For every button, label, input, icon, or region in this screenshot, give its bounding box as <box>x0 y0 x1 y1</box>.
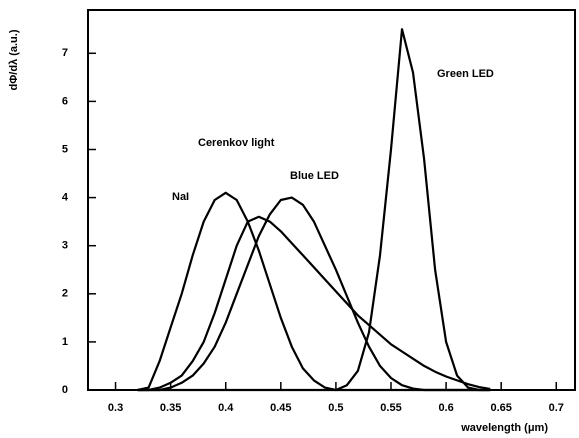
data-line <box>137 196 491 392</box>
y-tick-label: 2 <box>62 288 68 300</box>
x-tick-label: 0.35 <box>160 402 181 414</box>
x-tick-label: 0.55 <box>380 402 401 414</box>
y-axis-label: dΦ/dλ (a.u.) <box>8 29 20 90</box>
series-label: Cerenkov light <box>198 137 275 149</box>
x-tick-label: 0.4 <box>218 402 234 414</box>
series-label: Green LED <box>437 68 494 80</box>
y-tick-label: 6 <box>62 95 68 107</box>
data-line <box>137 215 491 392</box>
y-tick-label: 4 <box>62 192 69 204</box>
plot-frame <box>87 9 576 391</box>
y-tick-label: 5 <box>62 143 68 155</box>
series-label: Blue LED <box>290 170 339 182</box>
data-line <box>137 28 491 392</box>
series-label: NaI <box>172 191 189 203</box>
x-tick-label: 0.3 <box>108 402 123 414</box>
x-tick-label: 0.6 <box>438 402 453 414</box>
x-tick-label: 0.45 <box>270 402 291 414</box>
y-tick-label: 3 <box>62 240 68 252</box>
x-tick-label: 0.5 <box>328 402 343 414</box>
y-tick-label: 0 <box>62 384 68 396</box>
x-axis-label: wavelength (μm) <box>460 422 548 434</box>
x-tick-label: 0.7 <box>549 402 564 414</box>
x-tick-label: 0.65 <box>490 402 511 414</box>
y-tick-label: 7 <box>62 47 68 59</box>
y-tick-label: 1 <box>62 336 68 348</box>
